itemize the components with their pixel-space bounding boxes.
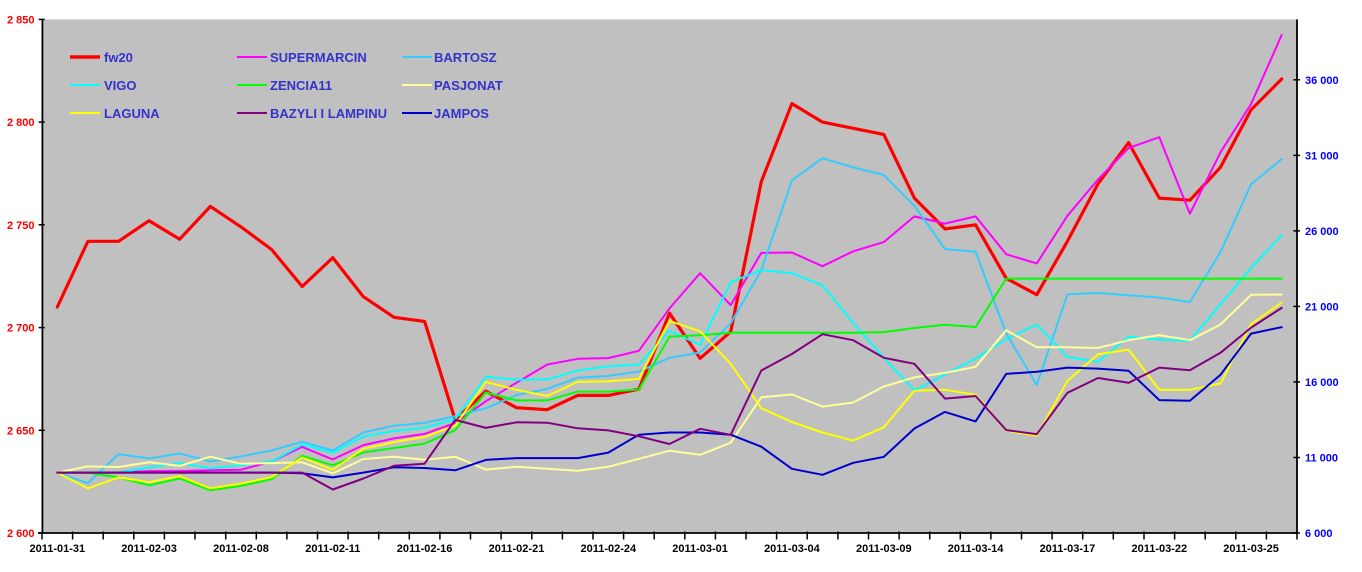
svg-text:2 750: 2 750	[7, 220, 35, 232]
svg-text:VIGO: VIGO	[104, 78, 137, 93]
svg-text:ZENCIA11: ZENCIA11	[270, 78, 332, 93]
svg-text:SUPERMARCIN: SUPERMARCIN	[270, 50, 367, 65]
svg-text:26 000: 26 000	[1305, 226, 1339, 238]
svg-text:11 000: 11 000	[1305, 453, 1338, 465]
svg-text:2 650: 2 650	[7, 425, 35, 437]
svg-text:2011-03-04: 2011-03-04	[764, 543, 821, 555]
svg-text:2011-01-31: 2011-01-31	[29, 543, 85, 555]
svg-text:2 850: 2 850	[7, 14, 35, 26]
svg-text:16 000: 16 000	[1305, 377, 1339, 389]
svg-text:BAZYLI I LAMPINU: BAZYLI I LAMPINU	[270, 106, 387, 121]
svg-text:BARTOSZ: BARTOSZ	[434, 50, 497, 65]
svg-text:2011-02-11: 2011-02-11	[305, 543, 360, 555]
svg-text:PASJONAT: PASJONAT	[434, 78, 503, 93]
svg-text:21 000: 21 000	[1305, 301, 1339, 313]
svg-text:31 000: 31 000	[1305, 150, 1339, 162]
svg-text:2 700: 2 700	[7, 323, 35, 335]
svg-text:2 600: 2 600	[7, 528, 35, 540]
svg-text:JAMPOS: JAMPOS	[434, 106, 489, 121]
svg-text:2 800: 2 800	[7, 117, 35, 129]
svg-text:2011-03-01: 2011-03-01	[672, 543, 728, 555]
svg-text:LAGUNA: LAGUNA	[104, 106, 160, 121]
svg-text:2011-03-25: 2011-03-25	[1223, 543, 1279, 555]
svg-text:2011-02-24: 2011-02-24	[580, 543, 637, 555]
svg-text:2011-02-08: 2011-02-08	[213, 543, 269, 555]
svg-text:2011-02-03: 2011-02-03	[121, 543, 177, 555]
svg-text:fw20: fw20	[104, 50, 133, 65]
svg-text:2011-03-22: 2011-03-22	[1131, 543, 1187, 555]
svg-text:2011-03-14: 2011-03-14	[948, 543, 1005, 555]
svg-text:2011-02-21: 2011-02-21	[489, 543, 545, 555]
svg-text:2011-03-09: 2011-03-09	[856, 543, 912, 555]
svg-text:36 000: 36 000	[1305, 75, 1339, 87]
svg-text:2011-02-16: 2011-02-16	[397, 543, 453, 555]
svg-text:6 000: 6 000	[1305, 528, 1333, 540]
svg-text:2011-03-17: 2011-03-17	[1040, 543, 1096, 555]
